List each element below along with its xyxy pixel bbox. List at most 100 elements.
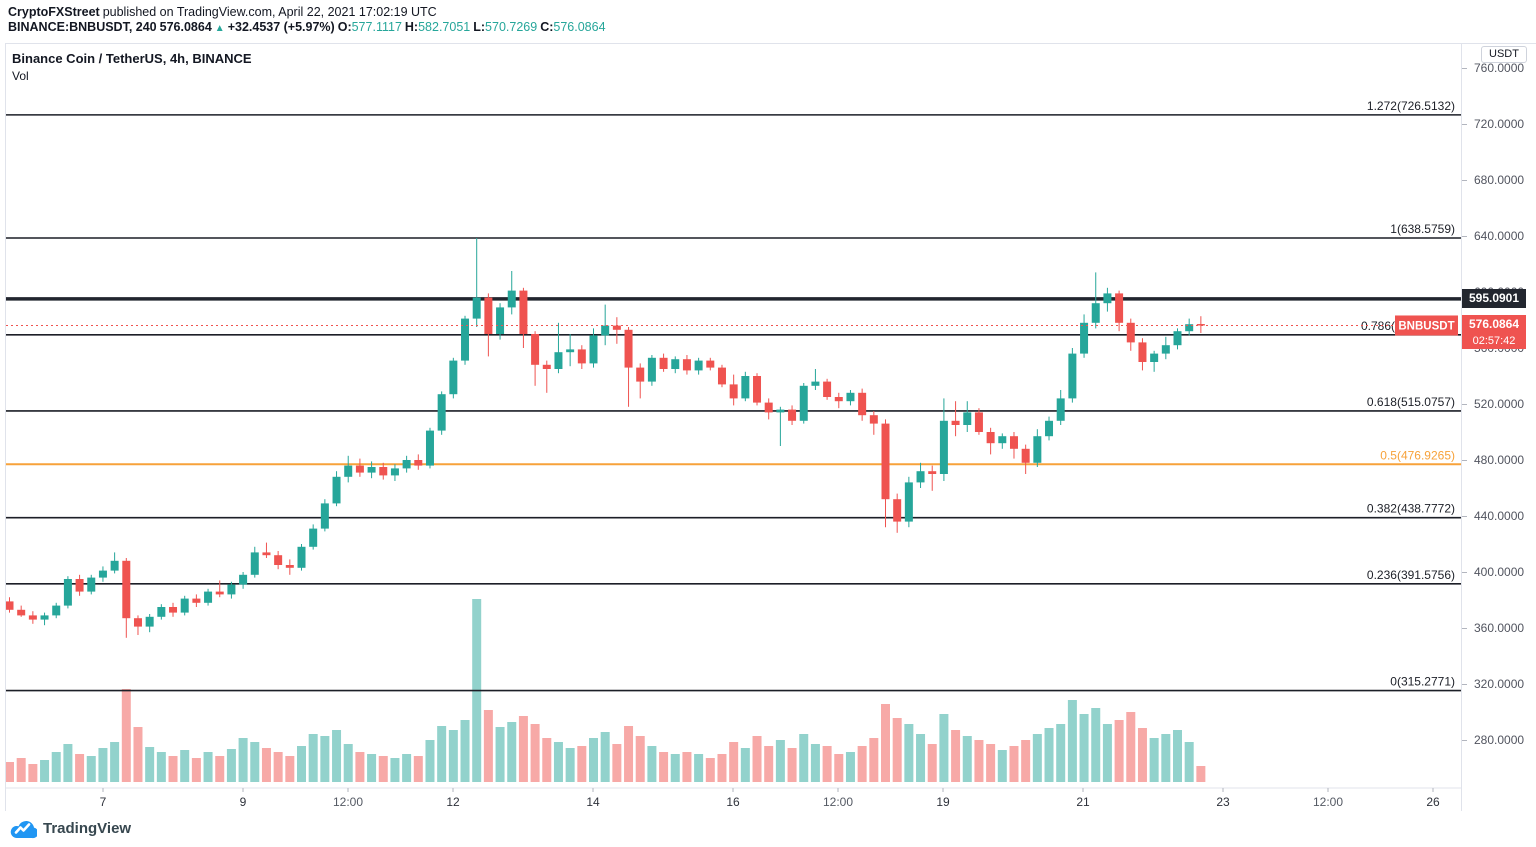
candle-body — [671, 359, 680, 369]
candle-body — [963, 412, 972, 425]
volume-bar — [226, 749, 236, 782]
price-axis[interactable]: USDT 595.0901 576.0864 02:57:42 760.0000… — [1461, 43, 1536, 811]
candle-body — [297, 546, 306, 568]
candle-body — [274, 555, 283, 565]
volume-bar — [939, 714, 949, 782]
time-tick-label[interactable]: 12:00 — [333, 795, 363, 809]
candle-body — [496, 307, 505, 334]
price-tick-label: 320.0000 — [1474, 677, 1525, 691]
volume-bar — [332, 730, 342, 782]
candle-body — [344, 465, 353, 477]
volume-bar — [1021, 740, 1031, 782]
candle-body — [227, 584, 236, 595]
volume-bar — [518, 716, 528, 782]
volume-bar — [297, 746, 306, 782]
volume-bar — [238, 738, 248, 782]
volume-bar — [16, 758, 26, 782]
time-tick-label[interactable]: 26 — [1426, 795, 1440, 809]
volume-bar — [530, 724, 540, 782]
candle-body — [285, 565, 294, 568]
price-tick-label: 640.0000 — [1474, 229, 1525, 243]
chart-canvas[interactable]: 1.272(726.5132) 1(638.5759) 0.786(0.618(51… — [5, 43, 1462, 812]
time-tick-label[interactable]: 14 — [586, 795, 600, 809]
candle-body — [40, 615, 49, 620]
candle-body — [157, 607, 166, 617]
candle-body — [320, 503, 329, 529]
volume-bar — [1126, 712, 1136, 782]
candle-body — [169, 607, 178, 613]
price-tick-label: 520.0000 — [1474, 397, 1525, 411]
candle-body — [811, 381, 820, 386]
candle-body — [133, 618, 142, 627]
volume-bar — [191, 758, 201, 782]
close-label: C: — [540, 20, 554, 34]
low-label: L: — [473, 20, 486, 34]
candle-body — [998, 436, 1007, 444]
price-tick-label: 360.0000 — [1474, 621, 1525, 635]
time-tick-label[interactable]: 23 — [1216, 795, 1230, 809]
candle-body — [425, 430, 434, 466]
candle-body — [63, 579, 72, 606]
high-value: 582.7051 — [418, 20, 471, 34]
fib-label: 1(638.5759) — [1390, 222, 1455, 236]
volume-bar — [51, 752, 61, 782]
candle-body — [636, 367, 645, 382]
bar-countdown: 02:57:42 — [1472, 335, 1516, 348]
candle-body — [951, 420, 960, 425]
volume-bar — [1067, 700, 1077, 782]
time-tick-label[interactable]: 12 — [446, 795, 460, 809]
candle-body — [1009, 436, 1018, 449]
volume-bar — [390, 758, 400, 782]
volume-bar — [951, 730, 961, 782]
time-tick-label[interactable]: 9 — [240, 795, 247, 809]
time-tick-label[interactable]: 12:00 — [1313, 795, 1343, 809]
candle-body — [6, 601, 14, 610]
candle-body — [262, 552, 271, 556]
time-tick-label[interactable]: 19 — [936, 795, 950, 809]
candle-body — [1115, 293, 1124, 323]
open-label: O: — [337, 20, 352, 34]
volume-bar — [63, 744, 73, 782]
volume-bar — [215, 756, 225, 782]
candle-body — [239, 574, 248, 585]
volume-bar — [565, 748, 575, 782]
time-tick-label[interactable]: 21 — [1076, 795, 1090, 809]
candlestick-chart[interactable]: 1.272(726.5132)1(638.5759)0.786(0.618(51… — [6, 44, 1462, 812]
volume-bar — [1161, 734, 1171, 782]
chart-legend[interactable]: Binance Coin / TetherUS, 4h, BINANCE Vol — [12, 51, 252, 83]
volume-bar — [986, 744, 996, 782]
time-tick-label[interactable]: 16 — [726, 795, 740, 809]
volume-bar — [1102, 724, 1112, 782]
time-tick-label[interactable]: 12:00 — [823, 795, 853, 809]
drawn-line-price-label: 595.0901 — [1462, 289, 1526, 309]
candle-body — [531, 334, 540, 365]
candle-body — [554, 352, 563, 369]
volume-bar — [343, 744, 353, 782]
volume-bar — [425, 740, 435, 782]
volume-bar — [869, 738, 879, 782]
volume-bar — [916, 734, 926, 782]
close-value: 576.0864 — [553, 20, 606, 34]
candle-body — [647, 357, 656, 382]
price-tick-label: 440.0000 — [1474, 509, 1525, 523]
candle-body — [764, 402, 773, 413]
volume-bar — [133, 727, 143, 782]
time-tick-label[interactable]: 7 — [100, 795, 107, 809]
volume-bar — [40, 760, 50, 782]
volume-bar — [647, 746, 657, 782]
volume-bar — [168, 756, 178, 782]
tradingview-footer[interactable]: TradingView — [10, 818, 131, 839]
volume-bar — [6, 762, 14, 782]
candle-body — [566, 349, 575, 353]
candle-body — [98, 570, 107, 578]
price-tick — [1462, 627, 1467, 629]
volume-bar — [670, 754, 680, 782]
volume-bar — [110, 742, 120, 782]
candle-body — [519, 290, 528, 334]
symbol-badge-text: BNBUSDT — [1398, 320, 1454, 332]
ohlc-data-row: BINANCE:BNBUSDT, 240 576.0864 ▲ +32.4537 (+… — [8, 20, 609, 36]
candle-body — [390, 468, 399, 476]
price-tick-label: 280.0000 — [1474, 733, 1525, 747]
volume-bar — [320, 736, 330, 782]
